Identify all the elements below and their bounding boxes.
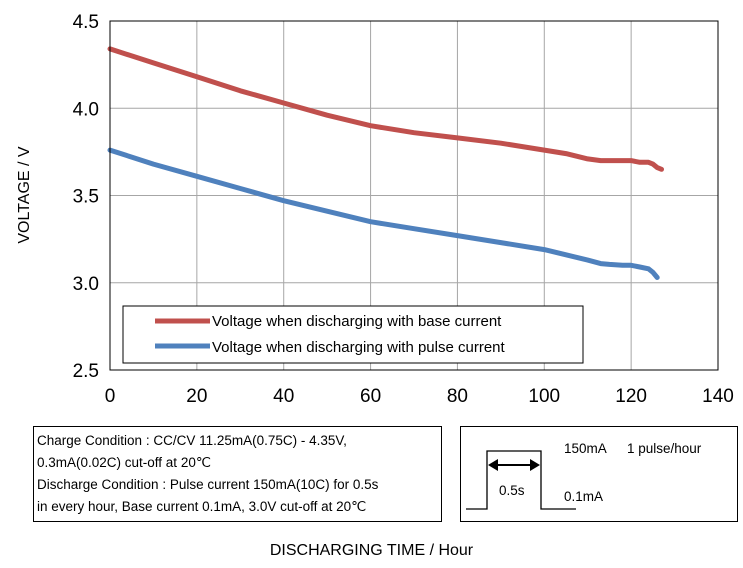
y-tick-label: 4.5 (73, 12, 99, 33)
x-tick-label: 0 (105, 386, 116, 407)
legend: Voltage when discharging with base curre… (122, 305, 584, 364)
test-conditions-box: Charge Condition : CC/CV 11.25mA(0.75C) … (33, 426, 442, 522)
voltage-chart: 0 20 40 60 80 100 120 140 2.5 3.0 3.5 4.0 4.5 VOLTAG… (16, 12, 734, 407)
x-tick-label: 100 (528, 386, 560, 407)
x-tick-label: 80 (447, 386, 468, 407)
x-axis-title: DISCHARGING TIME / Hour (269, 542, 474, 559)
tick-labels: 0 20 40 60 80 100 120 140 2.5 3.0 3.5 4.0 4.5 (73, 12, 734, 407)
pulse-high-label: 150mA (564, 441, 607, 456)
y-tick-label: 2.5 (73, 361, 99, 382)
plot-frame (109, 20, 719, 371)
legend-box (122, 305, 584, 364)
y-tick-label: 4.0 (73, 99, 99, 120)
series-lines (107, 46, 664, 280)
x-tick-label: 120 (615, 386, 647, 407)
x-tick-label: 60 (360, 386, 381, 407)
grid (110, 21, 718, 370)
discharge-condition-line-2: in every hour, Base current 0.1mA, 3.0V … (37, 499, 367, 514)
charge-condition-line-2: 0.3mA(0.02C) cut-off at 20℃ (37, 455, 211, 470)
pulse-low-label: 0.1mA (564, 489, 603, 504)
series-line-pulse-current (107, 147, 660, 280)
series-line-base-current (107, 46, 664, 172)
x-tick-label: 20 (186, 386, 207, 407)
arrow-head-right (530, 459, 540, 471)
y-tick-label: 3.0 (73, 274, 99, 295)
y-axis-title: VOLTAGE / V (16, 146, 33, 244)
discharge-condition-line-1: Discharge Condition : Pulse current 150m… (37, 477, 379, 492)
x-tick-label: 140 (702, 386, 734, 407)
pulse-rate-label: 1 pulse/hour (627, 441, 702, 456)
arrow-head-left (488, 459, 498, 471)
charge-condition-line-1: Charge Condition : CC/CV 11.25mA(0.75C) … (37, 433, 347, 448)
x-tick-label: 40 (273, 386, 294, 407)
pulse-diagram: 0.5s 150mA 1 pulse/hour 0.1mA (460, 426, 738, 522)
pulse-waveform (466, 450, 576, 510)
legend-label-pulse: Voltage when discharging with pulse curr… (212, 339, 506, 356)
y-tick-label: 3.5 (73, 187, 99, 208)
legend-label-base: Voltage when discharging with base curre… (212, 313, 502, 330)
pulse-width-label: 0.5s (499, 483, 525, 498)
